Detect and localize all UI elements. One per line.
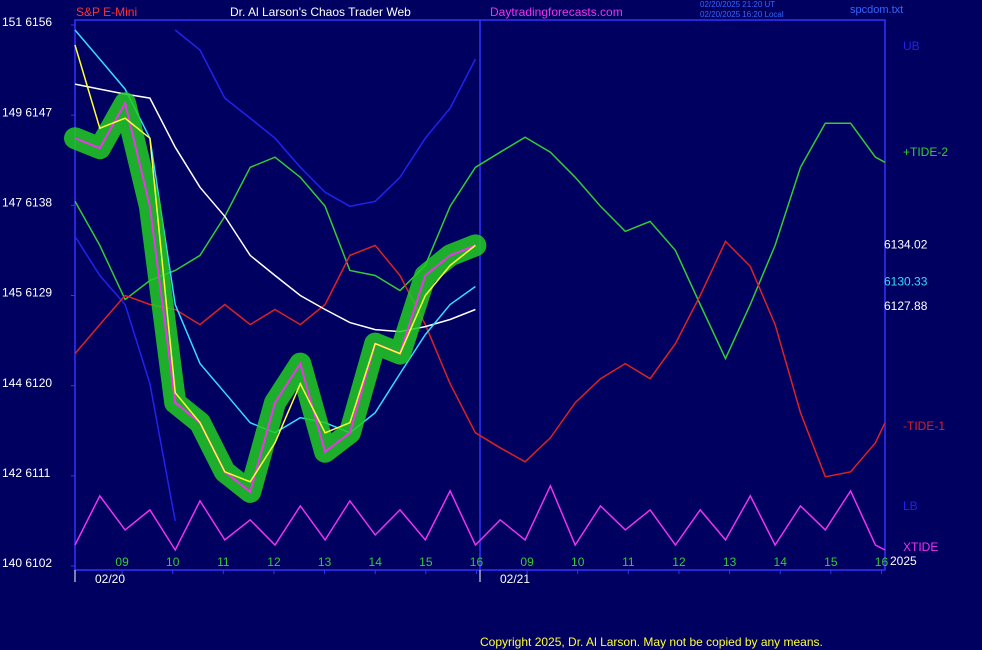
symbol: S&P E-Mini [76,5,137,19]
timestamp: 02/20/2025 16:20 Local [700,10,784,19]
chart-title: Dr. Al Larson's Chaos Trader Web [230,5,411,19]
year: 2025 [890,554,917,568]
x-tick-label: 14 [369,555,383,569]
x-tick-label: 09 [520,555,534,569]
y-tick-label: 145 6129 [2,286,52,300]
x-tick-label: 12 [267,555,281,569]
series-line [74,483,886,552]
series-label: LB [903,499,918,513]
x-tick-label: 16 [470,555,484,569]
last-value-label: 6130.33 [884,274,928,288]
x-tick-label: 14 [774,555,788,569]
x-tick-label: 10 [571,555,585,569]
x-tick-label: 11 [217,555,230,569]
x-tick-label: 10 [166,555,180,569]
series-label: XTIDE [903,540,938,554]
date-label: 02/21 [500,572,530,586]
file-name: spcdom.txt [850,4,903,16]
y-tick-label: 149 6147 [2,105,52,119]
y-tick-label: 142 6111 [2,466,51,480]
series-line [74,122,886,361]
site: Daytradingforecasts.com [490,5,623,19]
x-tick-label: 13 [723,555,737,569]
x-tick-label: 16 [875,555,889,569]
y-tick-label: 144 6120 [2,376,52,390]
series-line [74,100,476,494]
series-line [74,44,476,483]
x-tick-label: 13 [318,555,332,569]
timestamp: 02/20/2025 21:20 UT [700,0,775,9]
y-tick-label: 151 6156 [2,15,52,29]
series-line [74,235,176,522]
y-tick-label: 147 6138 [2,196,52,210]
series-line [174,29,477,208]
copyright: Copyright 2025, Dr. Al Larson. May not b… [480,635,823,649]
date-label: 02/20 [95,572,125,586]
series-label: +TIDE-2 [903,145,948,159]
y-tick-label: 140 6102 [2,556,52,570]
series-label: UB [903,39,920,53]
last-value-label: 6127.88 [884,299,928,313]
x-tick-label: 11 [622,555,635,569]
series-line [74,240,886,478]
series-label: -TIDE-1 [903,419,945,433]
x-tick-label: 15 [419,555,433,569]
x-tick-label: 12 [672,555,686,569]
last-value-label: 6134.02 [884,237,928,251]
x-tick-label: 09 [115,555,129,569]
x-tick-label: 15 [824,555,838,569]
